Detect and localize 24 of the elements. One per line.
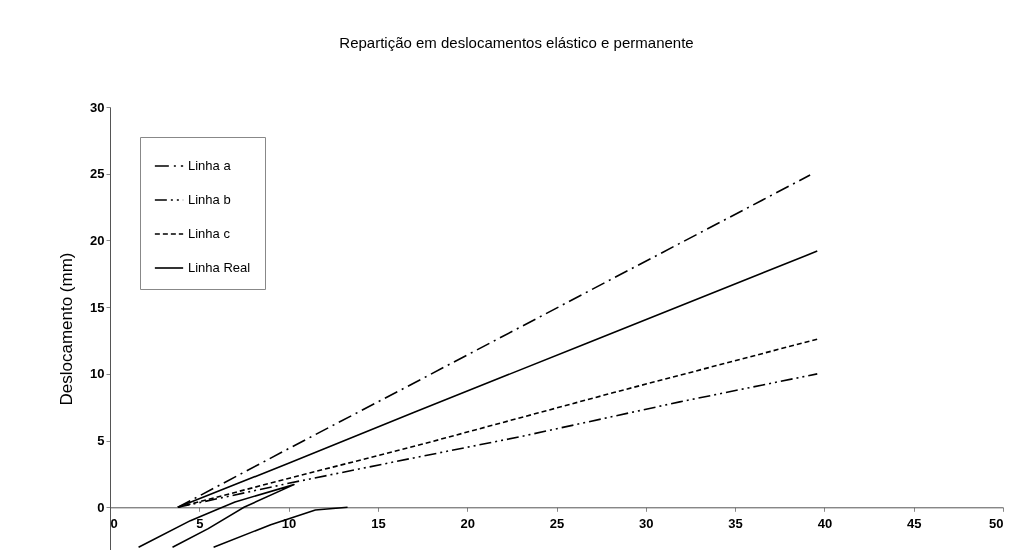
x-tick-label: 45: [906, 515, 922, 531]
x-tick-label: 15: [371, 515, 386, 531]
y-tick-label: 25: [90, 166, 105, 182]
y-tick-label: 10: [90, 366, 105, 382]
x-tick-label: 35: [728, 515, 743, 531]
y-tick-label: 20: [90, 232, 105, 248]
x-tick-label: 20: [460, 515, 475, 531]
chart-title: Repartição em deslocamentos elástico e permanente: [339, 34, 694, 51]
y-tick-label: 15: [90, 299, 105, 315]
x-tick-label: 40: [817, 515, 833, 531]
x-tick-label: 5: [196, 515, 204, 531]
x-tick-label: 10: [281, 515, 297, 531]
legend-label: Linha a: [188, 158, 232, 173]
x-tick-label: 30: [639, 515, 654, 531]
y-tick-label: 0: [97, 499, 105, 515]
legend-label: Linha Real: [188, 260, 251, 275]
y-tick-label: 5: [97, 433, 105, 449]
legend-label: Linha b: [188, 192, 231, 207]
y-axis-title: Deslocamento (mm): [57, 252, 77, 406]
x-tick-label: 50: [989, 515, 1004, 531]
x-tick-label: 0: [110, 515, 118, 531]
x-tick-label: 25: [549, 515, 565, 531]
legend-label: Linha c: [188, 226, 231, 241]
y-tick-label: 30: [90, 99, 105, 115]
